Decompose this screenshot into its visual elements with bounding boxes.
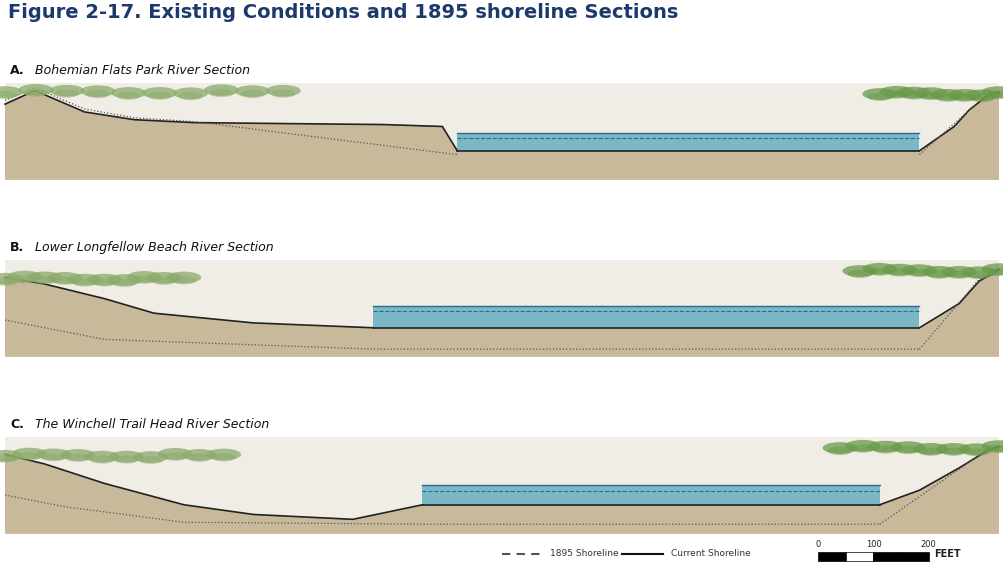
Bar bbox=[817, 552, 845, 561]
Text: Pre-Dam Backwater Channel: Pre-Dam Backwater Channel bbox=[84, 514, 200, 525]
Text: Current Water Level: Current Water Level bbox=[596, 89, 681, 100]
Text: 200: 200 bbox=[920, 540, 936, 549]
Text: Current Surface: Current Surface bbox=[278, 91, 352, 102]
Text: Pre-Dam Channel Bed: Pre-Dam Channel Bed bbox=[512, 99, 605, 110]
Text: Pre-Dam Channel Bed: Pre-Dam Channel Bed bbox=[461, 516, 550, 526]
Text: Current Water Level: Current Water Level bbox=[571, 296, 656, 306]
Text: C.: C. bbox=[10, 418, 24, 431]
Text: Pre-Dam Water Level: Pre-Dam Water Level bbox=[646, 90, 735, 102]
Text: Current Surface
(Top of Impoundment Sediment Deposit): Current Surface (Top of Impoundment Sedi… bbox=[119, 284, 283, 305]
Bar bbox=[845, 552, 873, 561]
Text: Pre-Dam Surface: Pre-Dam Surface bbox=[258, 89, 336, 100]
Text: The Winchell Trail Head River Section: The Winchell Trail Head River Section bbox=[27, 418, 269, 431]
Text: B.: B. bbox=[10, 241, 24, 254]
Text: Pre-Dam Trees/Islands: Pre-Dam Trees/Islands bbox=[308, 502, 397, 513]
Text: Current River Channel Bed: Current River Channel Bed bbox=[343, 296, 449, 307]
Text: 1895 Shoreline: 1895 Shoreline bbox=[550, 549, 618, 558]
Text: Pre-Dam Channel Bed: Pre-Dam Channel Bed bbox=[204, 308, 292, 319]
Text: 100: 100 bbox=[865, 540, 881, 549]
Text: Current River Channel Bed: Current River Channel Bed bbox=[432, 504, 539, 514]
Text: Pre-Dam Water Level: Pre-Dam Water Level bbox=[631, 296, 720, 307]
Text: Lower Longfellow Beach River Section: Lower Longfellow Beach River Section bbox=[27, 241, 274, 254]
Bar bbox=[901, 552, 928, 561]
Text: Figure 2-17. Existing Conditions and 1895 shoreline Sections: Figure 2-17. Existing Conditions and 189… bbox=[8, 3, 678, 22]
Text: Current Shoreline: Current Shoreline bbox=[670, 549, 749, 558]
Text: Pre-Dam Surface: Pre-Dam Surface bbox=[59, 306, 127, 316]
Text: FEET: FEET bbox=[933, 549, 960, 559]
Text: 0: 0 bbox=[814, 540, 820, 549]
Text: Current Water Level: Current Water Level bbox=[571, 502, 656, 513]
Bar bbox=[873, 552, 901, 561]
Text: Pre-Dam Depositional Island: Pre-Dam Depositional Island bbox=[789, 297, 908, 308]
Text: Bohemian Flats Park River Section: Bohemian Flats Park River Section bbox=[27, 64, 250, 77]
Text: Pre-Dam Water Level: Pre-Dam Water Level bbox=[629, 504, 718, 514]
Text: A.: A. bbox=[10, 64, 25, 77]
